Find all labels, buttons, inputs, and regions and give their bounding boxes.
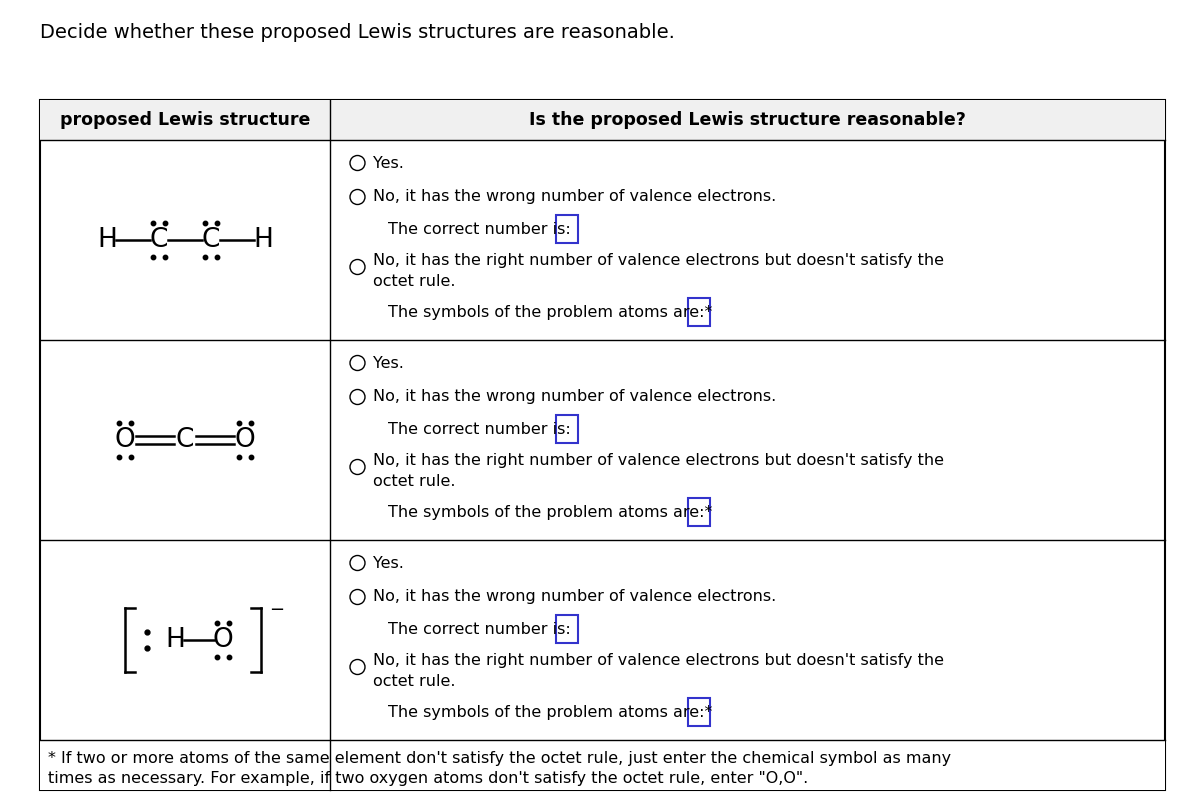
Text: C: C [150,227,168,253]
Text: The correct number is:: The correct number is: [388,221,571,237]
Bar [40,100,1165,790]
Text: The symbols of the problem atoms are:*: The symbols of the problem atoms are:* [388,304,713,320]
Text: No, it has the right number of valence electrons but doesn't satisfy the: No, it has the right number of valence e… [373,453,944,467]
Text: O: O [212,627,233,653]
Text: Yes.: Yes. [373,156,404,170]
Text: Is the proposed Lewis structure reasonable?: Is the proposed Lewis structure reasonab… [529,111,966,129]
Text: C: C [202,227,220,253]
Text: O: O [115,427,136,453]
Text: O: O [235,427,256,453]
Text: Yes.: Yes. [373,355,404,371]
Text: The symbols of the problem atoms are:*: The symbols of the problem atoms are:* [388,504,713,520]
Bar [556,215,578,243]
Text: octet rule.: octet rule. [373,474,456,488]
Text: Decide whether these proposed Lewis structures are reasonable.: Decide whether these proposed Lewis stru… [40,23,674,41]
Text: No, it has the wrong number of valence electrons.: No, it has the wrong number of valence e… [373,389,776,405]
Text: The symbols of the problem atoms are:*: The symbols of the problem atoms are:* [388,705,713,719]
Bar [556,615,578,643]
Bar [688,298,710,326]
Text: proposed Lewis structure: proposed Lewis structure [60,111,310,129]
Text: No, it has the right number of valence electrons but doesn't satisfy the: No, it has the right number of valence e… [373,653,944,667]
Text: * If two or more atoms of the same element don't satisfy the octet rule, just en: * If two or more atoms of the same eleme… [48,750,952,766]
Text: octet rule.: octet rule. [373,673,456,689]
Text: C: C [176,427,194,453]
Text: No, it has the right number of valence electrons but doesn't satisfy the: No, it has the right number of valence e… [373,252,944,268]
Text: H: H [97,227,116,253]
Text: No, it has the wrong number of valence electrons.: No, it has the wrong number of valence e… [373,190,776,204]
Text: The correct number is:: The correct number is: [388,422,571,436]
Text: H: H [166,627,185,653]
Bar [556,415,578,443]
Text: Yes.: Yes. [373,556,404,570]
Text: H: H [253,227,272,253]
Bar [688,698,710,726]
Text: The correct number is:: The correct number is: [388,621,571,637]
Bar [40,100,1165,140]
Text: No, it has the wrong number of valence electrons.: No, it has the wrong number of valence e… [373,590,776,604]
Bar [688,498,710,526]
Text: −: − [269,601,284,619]
Text: octet rule.: octet rule. [373,273,456,289]
Bar [40,740,1165,790]
Text: times as necessary. For example, if two oxygen atoms don't satisfy the octet rul: times as necessary. For example, if two … [48,770,809,786]
